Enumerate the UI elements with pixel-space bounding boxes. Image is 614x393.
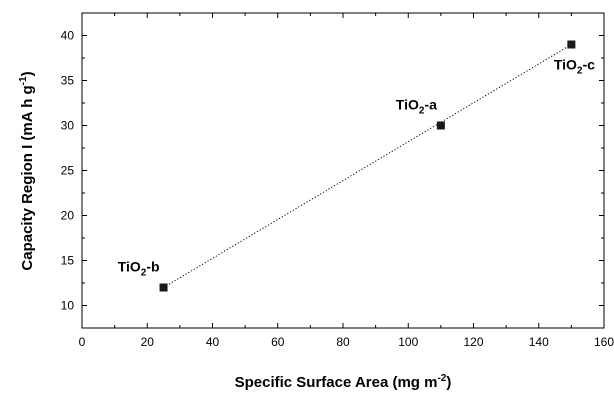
trend-line (163, 44, 572, 288)
x-axis-title: Specific Surface Area (mg m-2) (235, 373, 452, 391)
x-tick-label: 60 (271, 335, 285, 349)
data-points (159, 40, 576, 292)
y-tick-label: 10 (61, 299, 75, 313)
x-tick-label: 160 (594, 335, 614, 349)
point-labels: TiO2-b TiO2-a TiO2-c (118, 57, 595, 279)
x-tick-label: 20 (141, 335, 155, 349)
y-tick-label: 25 (61, 164, 75, 178)
x-tick-label: 0 (79, 335, 86, 349)
y-tick-label: 15 (61, 254, 75, 268)
y-tick-label: 30 (61, 119, 75, 133)
data-point-marker (567, 40, 576, 49)
data-point-label: TiO2-c (554, 57, 595, 77)
data-point-label: TiO2-a (396, 97, 437, 117)
y-tick-label: 40 (61, 29, 75, 43)
plot-frame (81, 12, 605, 329)
data-point-marker (436, 121, 445, 130)
y-tick-label: 20 (61, 209, 75, 223)
trendline-group (163, 44, 572, 288)
x-tick-label: 100 (398, 335, 418, 349)
x-tick-label: 40 (206, 335, 220, 349)
x-tick-label: 140 (529, 335, 549, 349)
data-point-marker (159, 283, 168, 292)
x-tick-label: 120 (463, 335, 483, 349)
x-tick-label: 80 (336, 335, 350, 349)
axes: 0 20 40 60 80 100 120 140 160 10 15 20 25 30 35 40 (61, 12, 614, 349)
y-tick-label: 35 (61, 74, 75, 88)
data-point-label: TiO2-b (118, 259, 160, 279)
y-axis-title: Capacity Region I (mA h g-1) (18, 71, 36, 270)
